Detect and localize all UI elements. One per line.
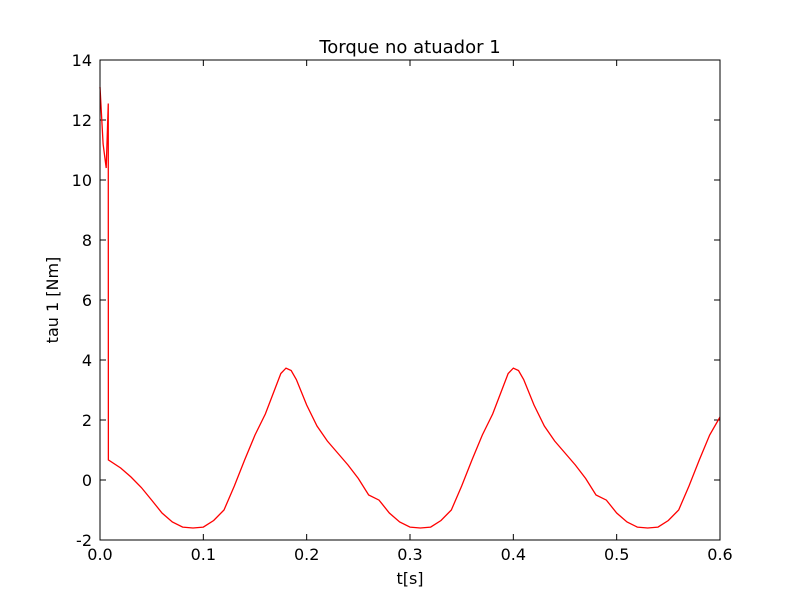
x-tick-label: 0.5 <box>604 545 629 564</box>
y-axis-label: tau 1 [Nm] <box>43 257 62 344</box>
x-axis-label: t[s] <box>396 569 423 588</box>
x-tick-label: 0.2 <box>294 545 319 564</box>
chart-title: Torque no atuador 1 <box>318 37 500 58</box>
y-tick-label: 2 <box>82 411 92 430</box>
x-tick-label: 0.3 <box>397 545 422 564</box>
plot-frame <box>99 59 721 541</box>
y-tick-label: 8 <box>82 231 92 250</box>
x-tick-label: 0.0 <box>87 545 112 564</box>
y-tick-label: -2 <box>76 531 92 550</box>
x-tick-label: 0.6 <box>707 545 732 564</box>
x-tick-label: 0.4 <box>501 545 526 564</box>
y-tick-label: 6 <box>82 291 92 310</box>
y-tick-label: 4 <box>82 351 92 370</box>
x-tick-label: 0.1 <box>191 545 216 564</box>
y-tick-label: 10 <box>72 171 92 190</box>
y-tick-label: 0 <box>82 471 92 490</box>
y-tick-label: 12 <box>72 111 92 130</box>
data-line <box>99 86 721 529</box>
y-tick-label: 14 <box>72 51 92 70</box>
